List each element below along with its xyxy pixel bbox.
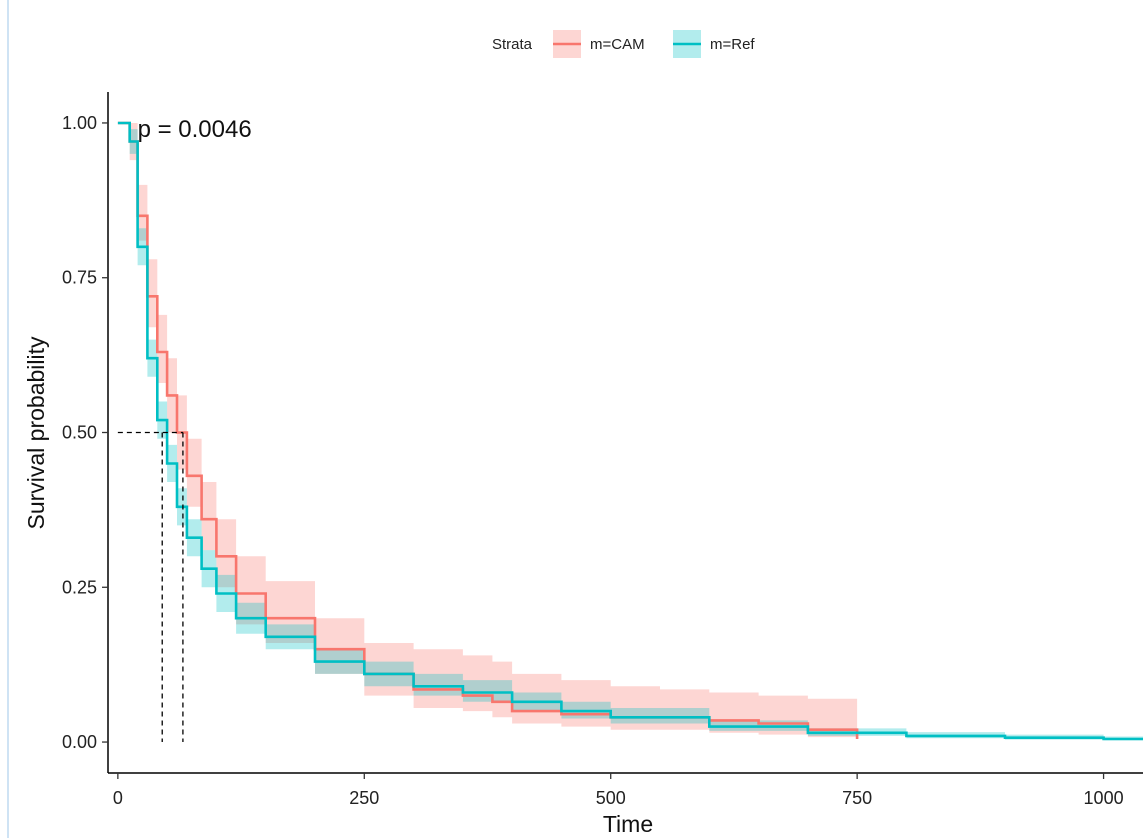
p-value-annotation: p = 0.0046 (138, 116, 252, 143)
y-tick-label: 0.00 (62, 732, 97, 752)
x-axis-title: Time (603, 811, 653, 837)
y-tick-label: 0.25 (62, 577, 97, 597)
y-tick-label: 0.50 (62, 423, 97, 443)
confidence-bands (117, 123, 1143, 741)
x-tick-label: 750 (842, 788, 872, 808)
x-tick-label: 0 (113, 788, 123, 808)
confidence-band-m-ref (117, 123, 1143, 741)
page-left-border (0, 0, 9, 838)
legend: Strata m=CAM m=Ref (492, 30, 755, 58)
survival-curve-m-ref (117, 121, 1143, 741)
median-lines (117, 431, 184, 743)
y-axis-title: Survival probability (23, 336, 49, 530)
axis-ticks: 0 250 500 750 1000 0.00 0.25 0.50 0.75 1.00 (62, 113, 1124, 808)
y-tick-label: 1.00 (62, 113, 97, 133)
legend-label-ref: m=Ref (710, 36, 755, 53)
legend-title: Strata (492, 36, 533, 53)
confidence-band-m-cam (117, 123, 858, 741)
survival-curves (117, 121, 1143, 741)
survival-curve-m-cam (117, 121, 859, 739)
axes (107, 92, 1143, 774)
y-tick-label: 0.75 (62, 268, 97, 288)
x-tick-label: 250 (349, 788, 379, 808)
legend-label-cam: m=CAM (590, 36, 645, 53)
x-tick-label: 1000 (1084, 788, 1124, 808)
x-tick-label: 500 (596, 788, 626, 808)
